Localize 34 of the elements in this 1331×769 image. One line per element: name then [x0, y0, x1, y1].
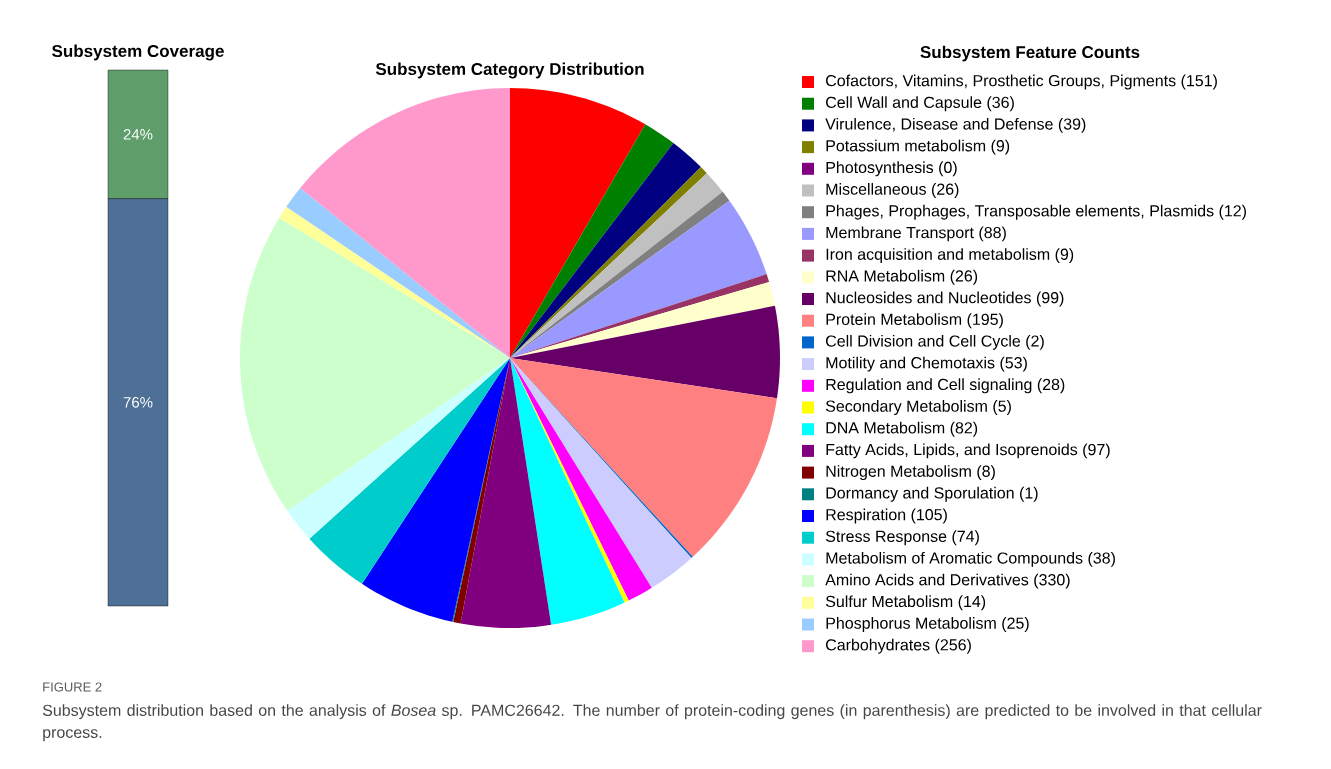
legend-label: Respiration (105) — [826, 508, 947, 524]
chart-title: Subsystem Coverage — [52, 44, 224, 61]
legend-label: Stress Response (74) — [825, 530, 979, 546]
legend-label: Photosynthesis (0) — [826, 161, 957, 177]
legend-title: Subsystem Feature Counts — [920, 45, 1140, 62]
legend-label: Amino Acids and Derivatives (330) — [825, 573, 1070, 589]
legend-label: Potassium metabolism (9) — [826, 139, 1010, 155]
legend-label: Metabolism of Aromatic Compounds (38) — [826, 551, 1115, 567]
legend-label: Virulence, Disease and Defense (39) — [825, 117, 1086, 133]
legend-label: Fatty Acids, Lipids, and Isoprenoids (97) — [826, 443, 1110, 459]
legend-label: Nitrogen Metabolism (8) — [826, 465, 995, 481]
legend-label: Iron acquisition and metabolism (9) — [826, 248, 1074, 264]
data-label: 76% — [123, 397, 153, 408]
legend-label: Cell Wall and Capsule (36) — [826, 96, 1014, 112]
text: Subsystem distribution based on the analysis of Bosea sp. PAMC26642. The number of protein-coding genes (in parenthesis) are predicted to be involved in that cellular process. — [42, 704, 1262, 742]
legend-label: Phages, Prophages, Transposable elements, Plasmids (12) — [826, 204, 1246, 220]
legend-label: Carbohydrates (256) — [826, 638, 971, 654]
legend-label: Motility and Chemotaxis (53) — [826, 356, 1027, 372]
legend-label: Cell Division and Cell Cycle (2) — [826, 334, 1044, 350]
legend-label: Cofactors, Vitamins, Prosthetic Groups, Pigments (151) — [826, 74, 1217, 90]
legend-label: Phosphorus Metabolism (25) — [826, 617, 1029, 632]
data-label: 24% — [123, 129, 153, 140]
legend-label: Nucleosides and Nucleotides (99) — [826, 291, 1064, 307]
legend-label: Membrane Transport (88) — [826, 226, 1006, 242]
legend-label: Protein Metabolism (195) — [826, 313, 1003, 329]
legend-label: Dormancy and Sporulation (1) — [826, 486, 1038, 502]
legend-label: Secondary Metabolism (5) — [825, 400, 1011, 415]
legend-label: RNA Metabolism (26) — [826, 269, 978, 285]
caption: FIGURE 2 — [43, 682, 102, 692]
legend-label: DNA Metabolism (82) — [826, 421, 978, 437]
legend-label: Sulfur Metabolism (14) — [825, 595, 986, 611]
chart-title: Subsystem Category Distribution — [375, 62, 644, 79]
legend-label: Regulation and Cell signaling (28) — [826, 378, 1065, 394]
legend-label: Miscellaneous (26) — [826, 183, 959, 198]
